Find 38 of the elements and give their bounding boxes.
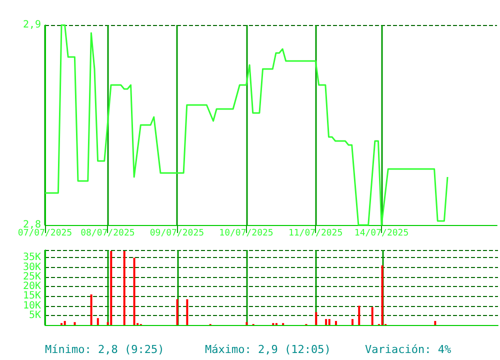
bar <box>328 319 330 325</box>
y-tick-label: 2,9 <box>22 20 41 30</box>
bar <box>110 250 112 325</box>
x-tick-label: 11/07/2025 <box>288 228 343 238</box>
bar <box>434 320 436 325</box>
bar <box>90 294 92 325</box>
y-tick-label: 15K <box>22 290 41 302</box>
bar <box>334 320 337 325</box>
bar <box>371 307 374 325</box>
line-series <box>44 24 448 226</box>
bar <box>315 312 318 325</box>
bar <box>64 320 66 325</box>
bar <box>358 306 360 325</box>
bar <box>96 318 99 325</box>
text: Variación: 4% <box>365 343 452 356</box>
text: Máximo: 2,9 (12:05) <box>205 343 331 356</box>
bar <box>176 299 178 325</box>
bar <box>325 319 328 325</box>
y-tick-label: 25K <box>22 271 41 282</box>
bar <box>352 319 354 325</box>
bar <box>246 322 248 325</box>
y-tick-label: 2,8 <box>22 220 41 230</box>
y-tick-label: 5K <box>28 310 41 321</box>
bar <box>381 265 384 325</box>
y-tick-label: 35K <box>22 252 41 264</box>
x-tick-label: 07/07/2025 <box>18 228 72 238</box>
x-tick-label: 14/07/2025 <box>354 228 409 238</box>
y-tick-label: 10K <box>22 300 41 312</box>
bar <box>186 299 188 325</box>
y-tick-label: 30K <box>22 262 41 273</box>
x-tick-label: 08/07/2025 <box>80 228 135 238</box>
bar <box>133 258 136 325</box>
bar <box>74 322 76 325</box>
x-tick-label: 09/07/2025 <box>150 228 204 238</box>
text: Mínimo: 2,8 (9:25) <box>45 343 164 356</box>
y-tick-label: 20K <box>22 281 41 292</box>
bar <box>123 250 126 325</box>
x-tick-label: 10/07/2025 <box>219 228 274 238</box>
